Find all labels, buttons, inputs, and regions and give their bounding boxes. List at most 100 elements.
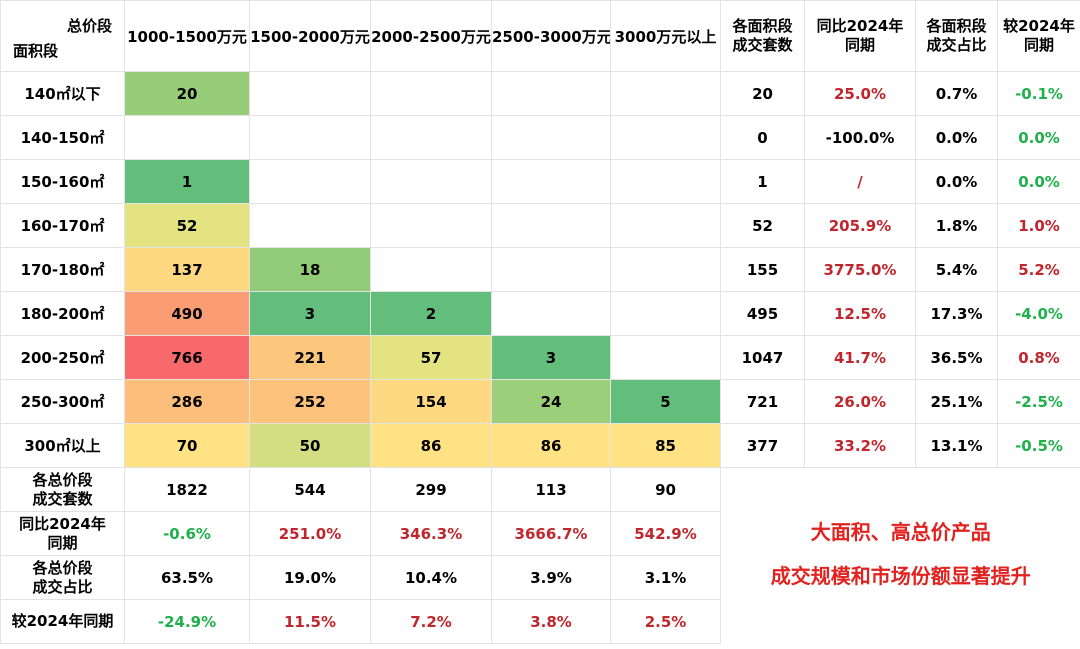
price-band-header: 1500-2000万元 (249, 0, 371, 72)
share-cell: 25.1% (915, 379, 998, 424)
matrix-cell: 18 (249, 247, 371, 292)
note-line-1: 大面积、高总价产品 (810, 520, 991, 544)
matrix-cell: 1 (124, 159, 250, 204)
summary-cell: 3.9% (491, 555, 611, 600)
matrix-cell (249, 203, 371, 248)
matrix-cell (610, 115, 721, 160)
matrix-cell (370, 247, 492, 292)
area-count-cell: 155 (720, 247, 805, 292)
yoy-cell: 3775.0% (804, 247, 916, 292)
area-count-cell: 721 (720, 379, 805, 424)
summary-cell: 19.0% (249, 555, 371, 600)
corner-bottom-label: 面积段 (13, 42, 59, 60)
yoy-cell: -100.0% (804, 115, 916, 160)
area-count-header: 各面积段 成交套数 (720, 0, 805, 72)
corner-cell: 总价段 面积段 (0, 0, 125, 72)
area-row: 180-200㎡ 490 3 2 495 12.5% 17.3% -4.0% (0, 291, 1080, 336)
header-line: 同比2024年 (816, 17, 904, 35)
summary-label-line: 成交占比 (32, 577, 93, 596)
summary-cell: 2.5% (610, 599, 721, 644)
matrix-cell (249, 115, 371, 160)
matrix-cell (491, 159, 611, 204)
matrix-cell (370, 159, 492, 204)
area-band-label: 250-300㎡ (0, 379, 125, 424)
summary-row-label: 较2024年同期 (0, 599, 125, 644)
matrix-cell: 86 (491, 423, 611, 468)
summary-cell: 542.9% (610, 511, 721, 556)
summary-cell: 90 (610, 467, 721, 512)
matrix-cell: 50 (249, 423, 371, 468)
yoy-cell: 26.0% (804, 379, 916, 424)
share-cell: 17.3% (915, 291, 998, 336)
yoy-cell: 41.7% (804, 335, 916, 380)
summary-label-line: 较2024年同期 (11, 612, 114, 630)
matrix-cell: 52 (124, 203, 250, 248)
area-count-cell: 20 (720, 71, 805, 116)
summary-label-line: 成交套数 (32, 489, 93, 508)
matrix-cell: 2 (370, 291, 492, 336)
summary-cell: 251.0% (249, 511, 371, 556)
yoy-header: 同比2024年 同期 (804, 0, 916, 72)
note-line-2: 成交规模和市场份额显著提升 (770, 564, 1031, 588)
price-band-header: 1000-1500万元 (124, 0, 250, 72)
area-row: 200-250㎡ 766 221 57 3 1047 41.7% 36.5% 0.8% (0, 335, 1080, 380)
matrix-cell (491, 115, 611, 160)
summary-label-line: 各总价段 (32, 470, 93, 489)
matrix-cell (610, 71, 721, 116)
summary-cell: 3.1% (610, 555, 721, 600)
area-row: 140-150㎡ 0 -100.0% 0.0% 0.0% (0, 115, 1080, 160)
yoy-cell: 33.2% (804, 423, 916, 468)
diff-header: 较2024年 同期 (997, 0, 1080, 72)
summary-row-label: 各总价段 成交占比 (0, 555, 125, 600)
matrix-cell: 57 (370, 335, 492, 380)
area-count-cell: 1 (720, 159, 805, 204)
summary-label-line: 同期 (47, 533, 78, 552)
area-count-cell: 52 (720, 203, 805, 248)
share-cell: 1.8% (915, 203, 998, 248)
matrix-cell (491, 71, 611, 116)
area-band-label: 140㎡以下 (0, 71, 125, 116)
matrix-cell (610, 247, 721, 292)
matrix-cell (610, 335, 721, 380)
matrix-cell: 24 (491, 379, 611, 424)
matrix-cell (370, 115, 492, 160)
area-band-label: 200-250㎡ (0, 335, 125, 380)
summary-cell: 7.2% (370, 599, 492, 644)
matrix-cell: 5 (610, 379, 721, 424)
summary-cell: 10.4% (370, 555, 492, 600)
share-header: 各面积段 成交占比 (915, 0, 998, 72)
summary-row: 较2024年同期 -24.9% 11.5% 7.2% 3.8% 2.5% (0, 599, 1080, 644)
summary-label-line: 同比2024年 (19, 514, 106, 533)
share-cell: 0.0% (915, 115, 998, 160)
area-band-label: 300㎡以上 (0, 423, 125, 468)
matrix-cell: 137 (124, 247, 250, 292)
conclusion-note: 大面积、高总价产品成交规模和市场份额显著提升 (721, 468, 1080, 644)
summary-row: 各总价段 成交占比 63.5% 19.0% 10.4% 3.9% 3.1% (0, 555, 1080, 600)
summary-cell: 544 (249, 467, 371, 512)
matrix-cell: 252 (249, 379, 371, 424)
yoy-cell: 205.9% (804, 203, 916, 248)
header-line: 同期 (844, 36, 875, 54)
matrix-cell: 221 (249, 335, 371, 380)
share-cell: 13.1% (915, 423, 998, 468)
summary-label-line: 各总价段 (32, 558, 93, 577)
matrix-cell (370, 71, 492, 116)
matrix-cell (249, 159, 371, 204)
summary-cell: 346.3% (370, 511, 492, 556)
area-count-cell: 495 (720, 291, 805, 336)
matrix-cell (610, 291, 721, 336)
summary-cell: 299 (370, 467, 492, 512)
matrix-cell (370, 203, 492, 248)
matrix-cell: 490 (124, 291, 250, 336)
area-band-label: 180-200㎡ (0, 291, 125, 336)
yoy-cell: 12.5% (804, 291, 916, 336)
summary-cell: 11.5% (249, 599, 371, 644)
summary-cell: 1822 (124, 467, 250, 512)
area-band-label: 150-160㎡ (0, 159, 125, 204)
matrix-cell (610, 159, 721, 204)
diff-cell: -4.0% (997, 291, 1080, 336)
area-row: 250-300㎡ 286 252 154 24 5 721 26.0% 25.1% -2.5% (0, 379, 1080, 424)
matrix-cell: 70 (124, 423, 250, 468)
summary-cell: -0.6% (124, 511, 250, 556)
